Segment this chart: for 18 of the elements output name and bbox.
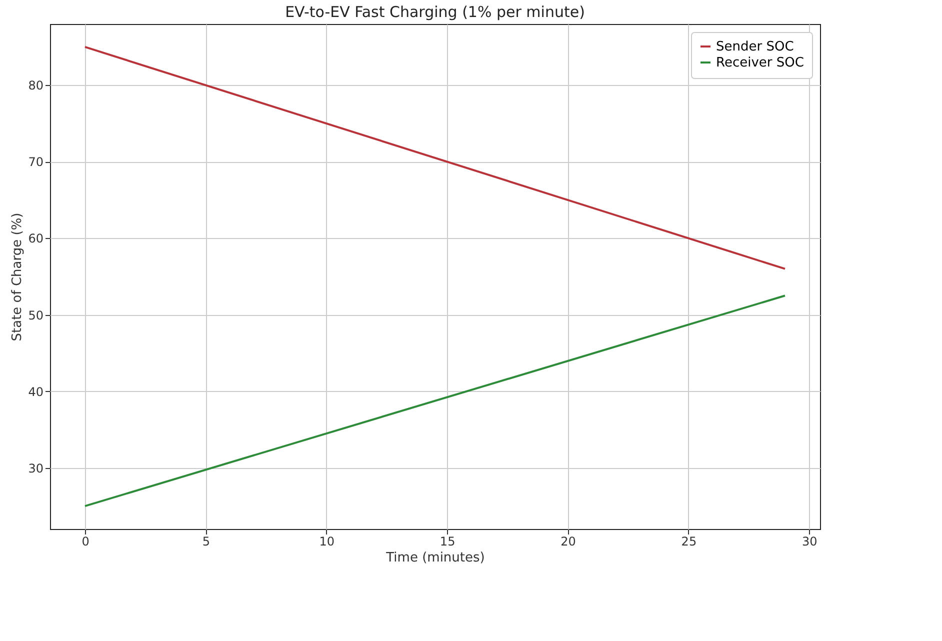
y-tick-label: 70 [28, 155, 44, 170]
y-tick-label: 80 [28, 78, 44, 93]
x-tick-label: 15 [440, 534, 456, 548]
x-axis-title: Time (minutes) [385, 550, 485, 566]
x-tick-label: 25 [681, 534, 697, 548]
y-tick-label: 50 [28, 308, 44, 322]
y-tick-label: 30 [28, 461, 44, 476]
legend-label: Sender SOC [716, 40, 794, 54]
y-axis-title: State of Charge (%) [10, 212, 26, 342]
x-tick-label: 10 [319, 534, 335, 548]
y-tick-label: 60 [28, 232, 44, 246]
x-tick-label: 30 [802, 534, 818, 548]
legend-label: Receiver SOC [716, 56, 804, 70]
x-tick-label: 20 [560, 534, 576, 548]
chart-title: EV-to-EV Fast Charging (1% per minute) [285, 3, 585, 21]
y-tick-label: 40 [28, 384, 44, 399]
x-tick-label: 0 [82, 534, 90, 548]
x-tick-label: 5 [202, 534, 210, 548]
